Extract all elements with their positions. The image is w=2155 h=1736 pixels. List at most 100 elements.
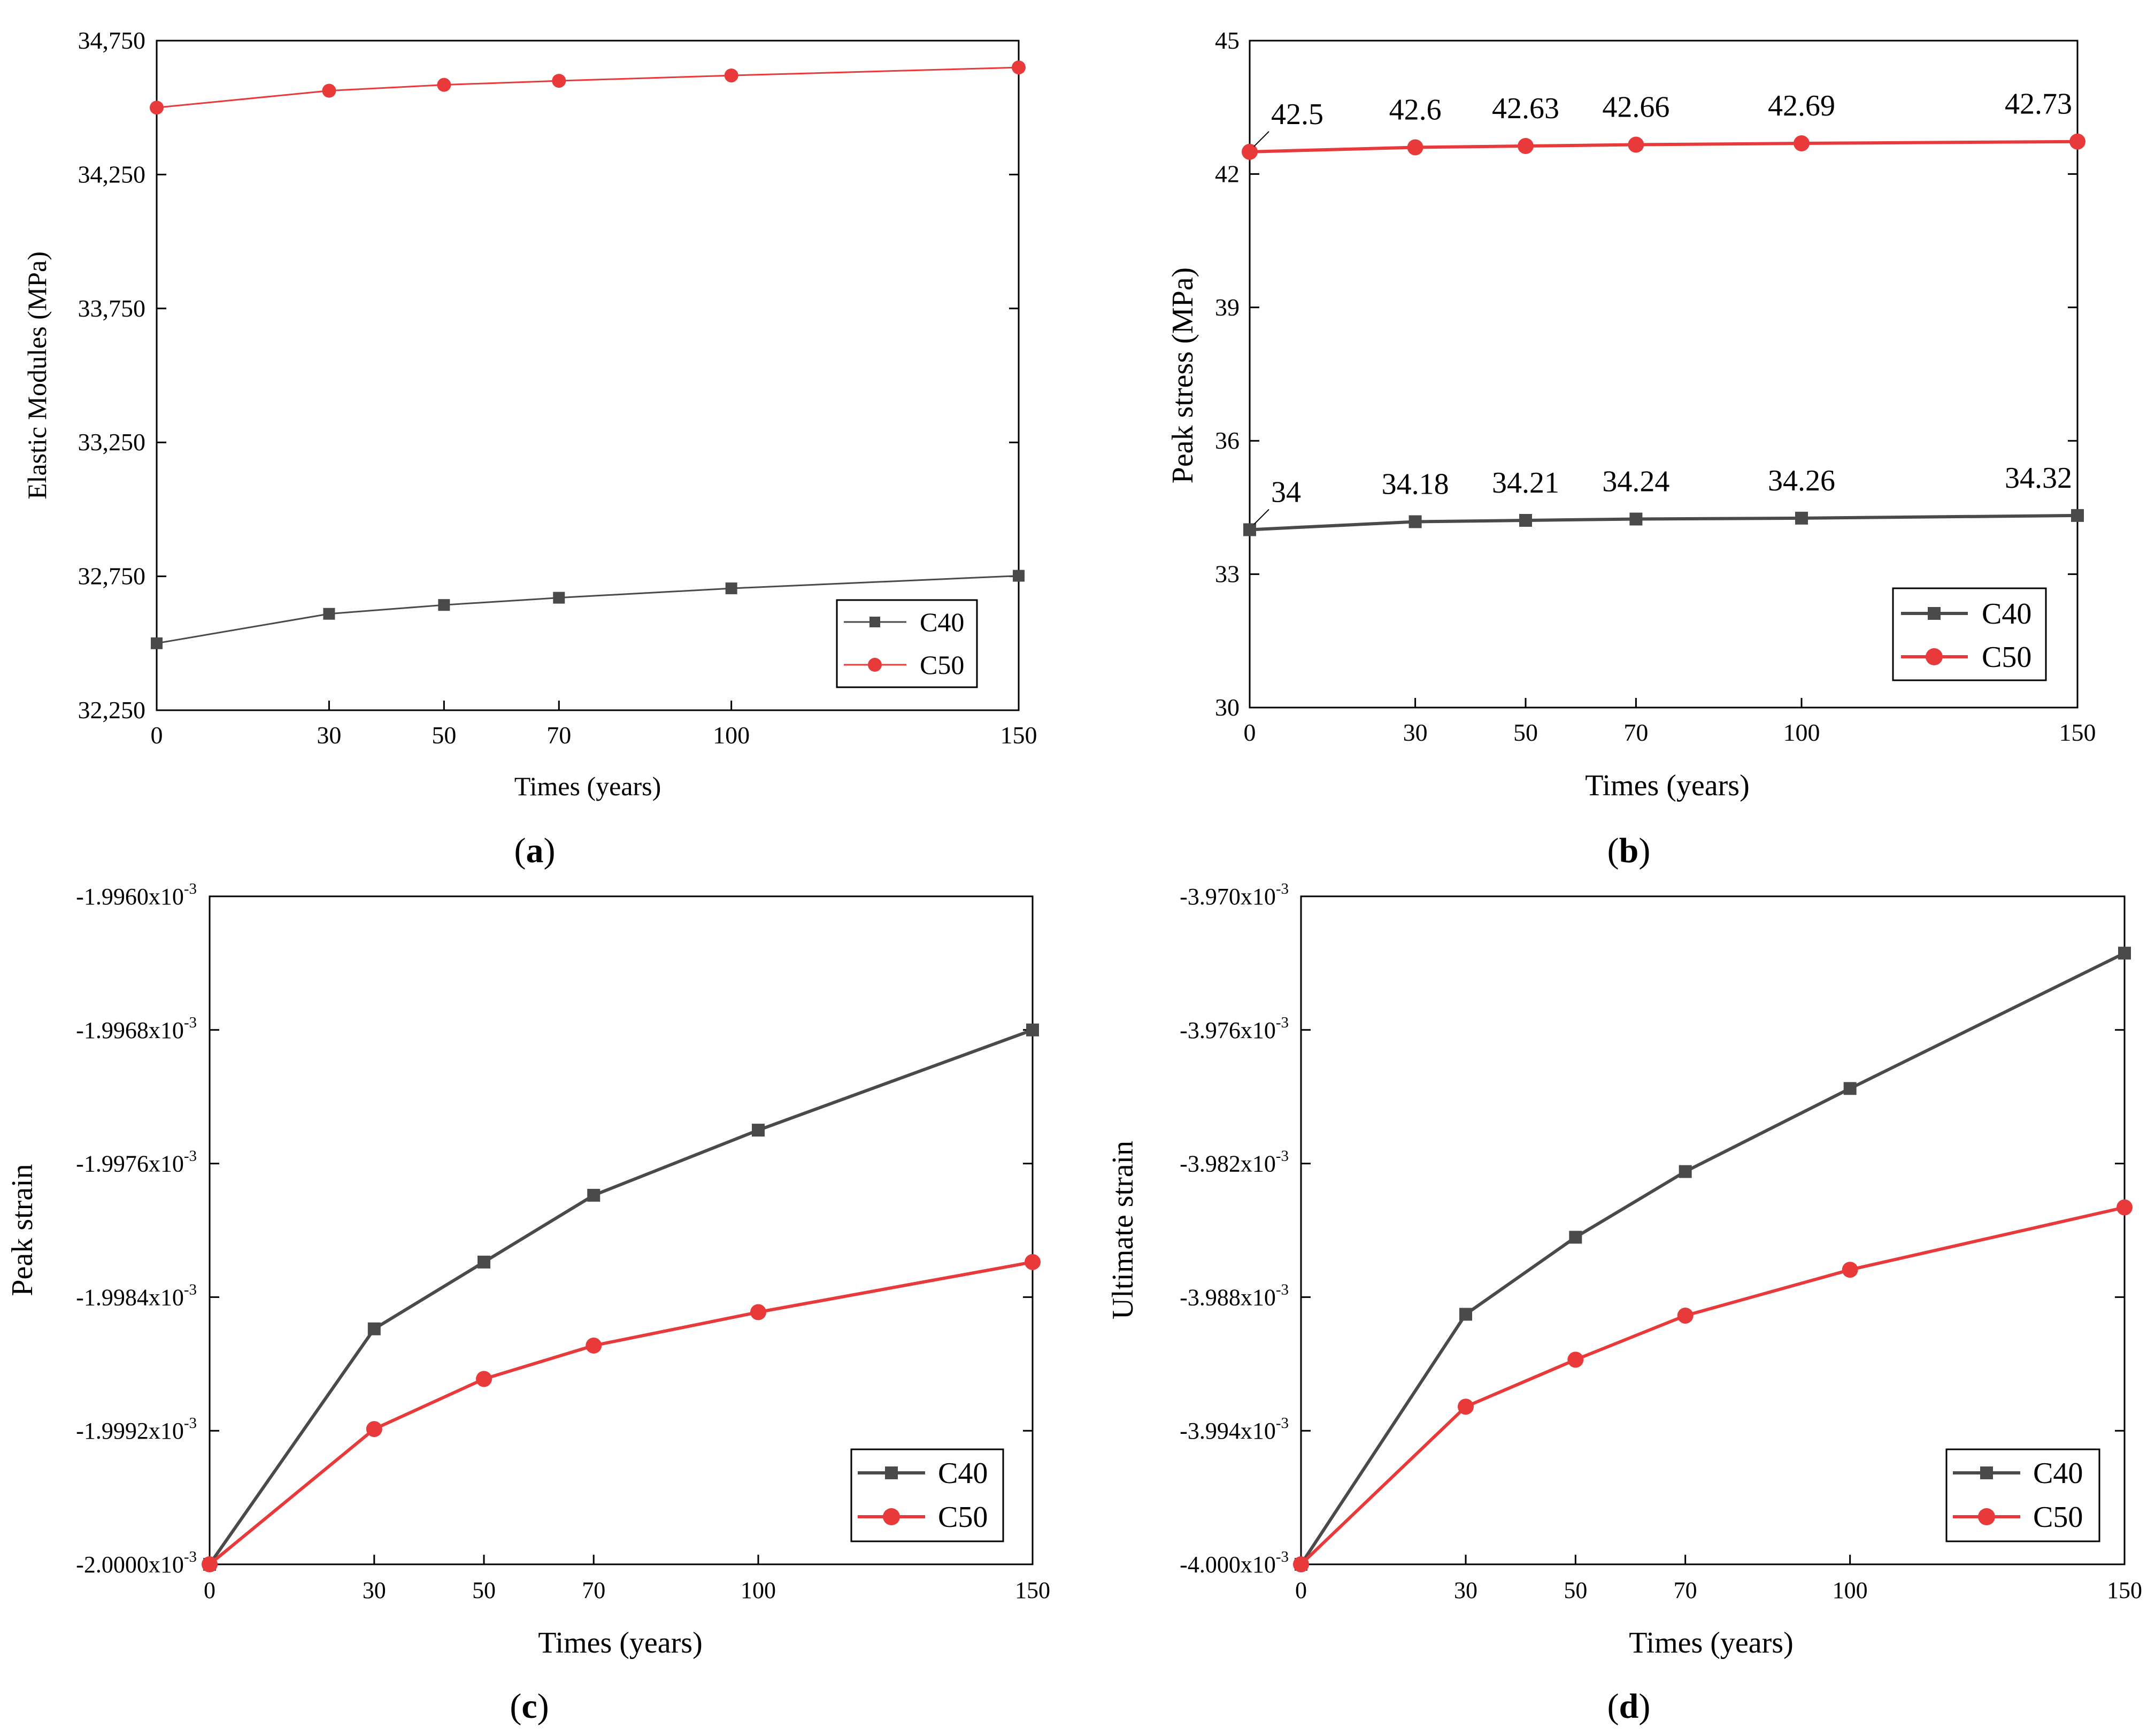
panel-a-line-c40 — [156, 575, 1019, 644]
panel-a-point-c50 — [437, 78, 451, 92]
panel-c-caption: (c) — [510, 1687, 549, 1726]
panel-a-legend-box — [836, 599, 978, 688]
panel-d-ylabel: Ultimate strain — [1106, 1141, 1140, 1319]
panel-b-point-c50 — [1518, 138, 1534, 155]
panel-b-data-label-c50: 42.63 — [1492, 92, 1559, 125]
panel-b-data-label-c50: 42.5 — [1271, 98, 1323, 131]
panel-b-data-label-c40: 34.32 — [2005, 462, 2072, 495]
panel-a-point-c40 — [151, 637, 163, 649]
panel-c-point-c40 — [1026, 1023, 1039, 1036]
panel-a-point-c50 — [552, 74, 566, 88]
panel-b-ytick-label: 33 — [1215, 560, 1240, 588]
panel-b-legend-label-c50: C50 — [1982, 641, 2031, 674]
panel-b-series — [1242, 133, 2085, 536]
panel-b-data-label-leader — [1253, 509, 1269, 525]
panel-a-point-c50 — [150, 101, 164, 115]
panel-a-caption-letter: a — [526, 831, 544, 870]
panel-b-caption: (b) — [1607, 831, 1651, 870]
panel-c-legend-marker-c40 — [885, 1466, 898, 1479]
panel-d-xtick-label: 70 — [1674, 1577, 1697, 1603]
panel-b-legend-label-c40: C40 — [1982, 597, 2031, 631]
panel-a-ytick-label: 33,250 — [78, 428, 146, 456]
panel-c-ticks: 0 30 50 70 100 150 -2.0000x10-3 -1.9992x10-3 -1.… — [76, 880, 1050, 1603]
panel-d-frame — [1300, 895, 2126, 1565]
panel-d-ticks: 0 30 50 70 100 150 -4.000x10-3 -3.994x10-3 -3.98… — [1180, 880, 2142, 1603]
panel-b-line-c40 — [1249, 513, 2078, 532]
panel-c-point-c50 — [750, 1304, 766, 1320]
panel-b-point-c40 — [2071, 509, 2084, 522]
panel-c-legend-box — [850, 1448, 1004, 1542]
panel-d-ytick-label: -3.994x10-3 — [1180, 1415, 1289, 1444]
panel-a-point-c40 — [553, 592, 565, 604]
panel-c-ytick-label: -1.9992x10-3 — [76, 1415, 197, 1444]
panel-c-caption-letter: c — [521, 1687, 537, 1726]
panel-c-frame — [209, 895, 1034, 1565]
panel-c-point-c40 — [367, 1322, 381, 1335]
panel-c-xtick-label: 100 — [741, 1577, 776, 1603]
panel-d-xtick-label: 50 — [1564, 1577, 1587, 1603]
panel-c-xtick-label: 30 — [363, 1577, 386, 1603]
panel-d-ytick-label: -4.000x10-3 — [1180, 1548, 1289, 1578]
panel-c-ytick-label: -1.9968x10-3 — [76, 1014, 197, 1043]
panel-a-legend-marker-c40 — [869, 617, 880, 627]
panel-a-xtick-label: 100 — [713, 721, 750, 749]
panel-b-point-c40 — [1629, 512, 1643, 526]
panel-b-legend-box — [1892, 587, 2047, 681]
panel-c-xtick-label: 50 — [472, 1577, 496, 1603]
panel-b-point-c40 — [1409, 515, 1422, 528]
panel-d-point-c50 — [1677, 1307, 1694, 1324]
panel-c-xlabel: Times (years) — [538, 1626, 702, 1660]
panel-a-line-c50 — [156, 66, 1019, 109]
panel-c-ytick-label: -1.9960x10-3 — [76, 880, 197, 910]
panel-a-point-c50 — [1012, 60, 1026, 75]
panel-c-ylabel: Peak strain — [6, 1164, 39, 1296]
panel-b-xtick-label: 150 — [2059, 719, 2096, 746]
panel-a-xlabel: Times (years) — [514, 771, 661, 801]
panel-c-point-c50 — [1025, 1254, 1041, 1270]
panel-b-xtick-label: 70 — [1623, 719, 1648, 746]
panel-d-xtick-label: 150 — [2107, 1577, 2142, 1603]
panel-d-legend-marker-c50 — [1978, 1508, 1995, 1525]
panel-b-data-label-c40: 34 — [1271, 475, 1301, 509]
panel-d-point-c40 — [1679, 1165, 1692, 1178]
panel-b-data-label-c50: 42.69 — [1768, 89, 1835, 122]
panel-a-ylabel: Elastic Modules (MPa) — [22, 251, 52, 500]
panel-b-data-labels: 34 34.18 34.21 34.24 34.26 34.32 42.5 42.6 42.63… — [1253, 88, 2072, 525]
panel-b-data-label-c40: 34.26 — [1768, 464, 1835, 497]
panel-c-line-c50 — [209, 1260, 1033, 1566]
panel-a-series — [150, 60, 1026, 649]
panel-a-legend-label-c40: C40 — [920, 607, 964, 637]
panel-d-point-c50 — [1293, 1556, 1309, 1572]
panel-d-point-c50 — [1842, 1262, 1858, 1278]
panel-d-ytick-label: -3.976x10-3 — [1180, 1014, 1289, 1043]
panel-d-point-c40 — [1569, 1231, 1582, 1244]
panel-c-point-c50 — [202, 1556, 218, 1572]
panel-a-ytick-label: 32,250 — [78, 696, 146, 724]
panel-c-series — [202, 1023, 1041, 1572]
panel-a-xtick-label: 0 — [151, 721, 163, 749]
panel-a-ticks: 0 30 50 70 100 150 32,250 32,750 33,250 33,750 34,… — [78, 27, 1037, 749]
panel-a-point-c50 — [724, 68, 738, 83]
panel-c-xtick-label: 150 — [1015, 1577, 1050, 1603]
panel-b-xtick-label: 0 — [1244, 719, 1256, 746]
panel-c-point-c50 — [476, 1371, 492, 1387]
panel-b-point-c50 — [1628, 136, 1644, 153]
panel-d-caption-letter: d — [1619, 1687, 1639, 1726]
panel-b-xtick-label: 100 — [1783, 719, 1820, 746]
panel-a-point-c40 — [1013, 570, 1025, 582]
panel-b-frame — [1249, 40, 2079, 709]
panel-d: 0 30 50 70 100 150 -4.000x10-3 -3.994x10-3 -3.98… — [1106, 880, 2142, 1726]
panel-c-legend: C40 C50 — [850, 1448, 1004, 1542]
panel-b-legend-marker-c40 — [1928, 607, 1941, 620]
panel-d-xtick-label: 30 — [1454, 1577, 1477, 1603]
panel-d-line-c50 — [1299, 1205, 2125, 1566]
panel-b-line-c50 — [1249, 140, 2078, 153]
panel-d-series — [1293, 947, 2133, 1572]
panel-b-data-label-c50: 42.73 — [2005, 88, 2072, 121]
panel-c-line-c40 — [208, 1028, 1034, 1565]
panel-d-legend: C40 C50 — [1945, 1448, 2100, 1542]
panel-c-ytick-label: -1.9984x10-3 — [76, 1281, 197, 1310]
panel-a-xtick-label: 70 — [547, 721, 571, 749]
panel-c-legend-label-c50: C50 — [938, 1501, 988, 1534]
panel-a-xtick-label: 50 — [432, 721, 456, 749]
